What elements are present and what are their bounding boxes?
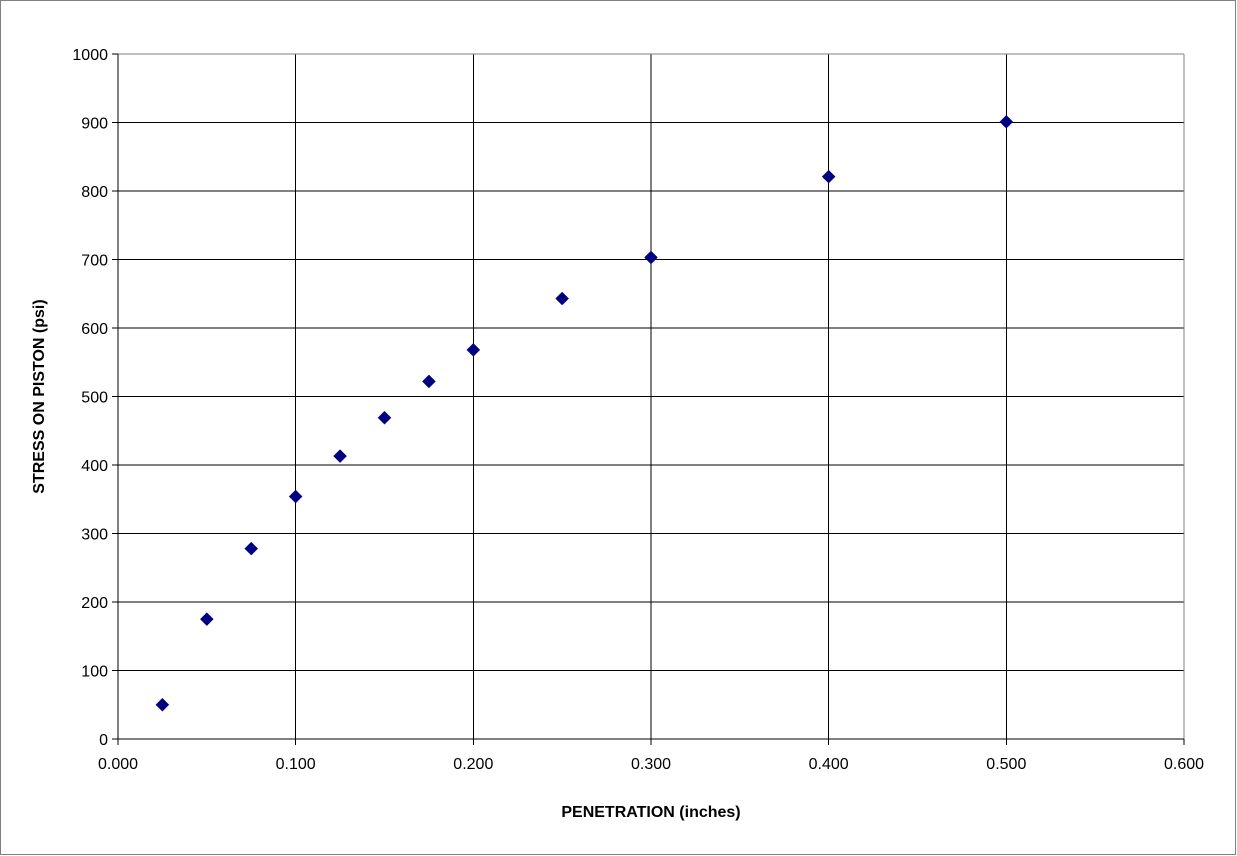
y-tick-label: 900 (81, 116, 108, 133)
data-point (555, 291, 570, 306)
data-point (288, 489, 303, 504)
tick-labels: 0 100 200 300 400 500 600 700 800 900 1000 0.000 0.1… (72, 47, 1204, 773)
data-point (377, 410, 392, 425)
x-tick-label: 0.100 (276, 756, 316, 773)
y-tick-label: 600 (81, 321, 108, 338)
y-tick-label: 400 (81, 458, 108, 475)
x-tick-label: 0.600 (1164, 756, 1204, 773)
data-point (466, 343, 481, 357)
data-point (999, 114, 1014, 129)
y-tick-label: 1000 (72, 47, 108, 64)
y-tick-label: 200 (81, 595, 108, 612)
data-points (155, 114, 1014, 712)
data-point (155, 697, 170, 712)
x-axis-title: PENETRATION (inches) (561, 804, 740, 821)
data-point (644, 250, 658, 265)
y-tick-label: 0 (99, 732, 108, 749)
y-tick-label: 800 (81, 184, 108, 201)
data-point (422, 374, 436, 389)
axes (112, 53, 1185, 745)
data-point (821, 169, 836, 184)
x-tick-label: 0.500 (986, 756, 1026, 773)
x-tick-label: 0.200 (453, 756, 493, 773)
x-tick-label: 0.000 (98, 756, 138, 773)
y-tick-label: 100 (81, 664, 108, 681)
data-point (333, 449, 347, 463)
grid (118, 53, 1185, 739)
data-point (199, 612, 214, 626)
y-tick-label: 300 (81, 527, 108, 544)
x-tick-label: 0.400 (809, 756, 849, 773)
data-point (244, 541, 259, 556)
y-tick-label: 700 (81, 253, 108, 270)
y-axis-title: STRESS ON PISTON (psi) (31, 299, 48, 493)
y-tick-label: 500 (81, 390, 108, 407)
x-tick-label: 0.300 (631, 756, 671, 773)
